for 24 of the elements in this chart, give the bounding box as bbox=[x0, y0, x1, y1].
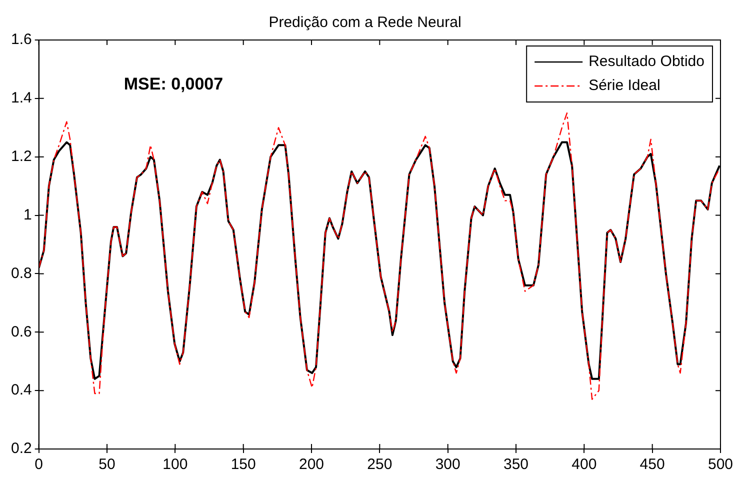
y-tick-label: 0.4 bbox=[10, 382, 32, 399]
x-tick-label: 100 bbox=[162, 456, 188, 474]
x-tick-label: 50 bbox=[98, 456, 116, 474]
x-tick-label: 250 bbox=[367, 456, 392, 474]
x-tick-label: 300 bbox=[435, 456, 460, 474]
y-tick-label: 1 bbox=[24, 206, 32, 224]
y-tick-label: 1.2 bbox=[10, 148, 32, 165]
y-tick-label: 0.2 bbox=[10, 440, 32, 458]
y-tick-label: 1.6 bbox=[10, 31, 32, 48]
line-series bbox=[38, 112, 720, 400]
x-tick-label: 0 bbox=[34, 456, 44, 474]
annotation: MSE: 0,0007 bbox=[124, 74, 224, 94]
x-tick-label: 150 bbox=[230, 456, 256, 474]
x-tick-label: 400 bbox=[572, 456, 597, 474]
chart-title: Predição com a Rede Neural bbox=[268, 14, 462, 32]
y-tick-label: 1.4 bbox=[10, 90, 32, 107]
x-tick-label: 350 bbox=[503, 456, 529, 474]
legend-label: Resultado Obtido bbox=[588, 53, 704, 70]
x-tick-label: 450 bbox=[640, 456, 665, 474]
y-tick-label: 0.8 bbox=[10, 264, 32, 282]
x-tick-label: 500 bbox=[708, 456, 733, 474]
y-tick-label: 0.6 bbox=[10, 323, 32, 340]
x-tick-label: 200 bbox=[298, 456, 324, 474]
legend-label: Série Ideal bbox=[588, 77, 660, 94]
